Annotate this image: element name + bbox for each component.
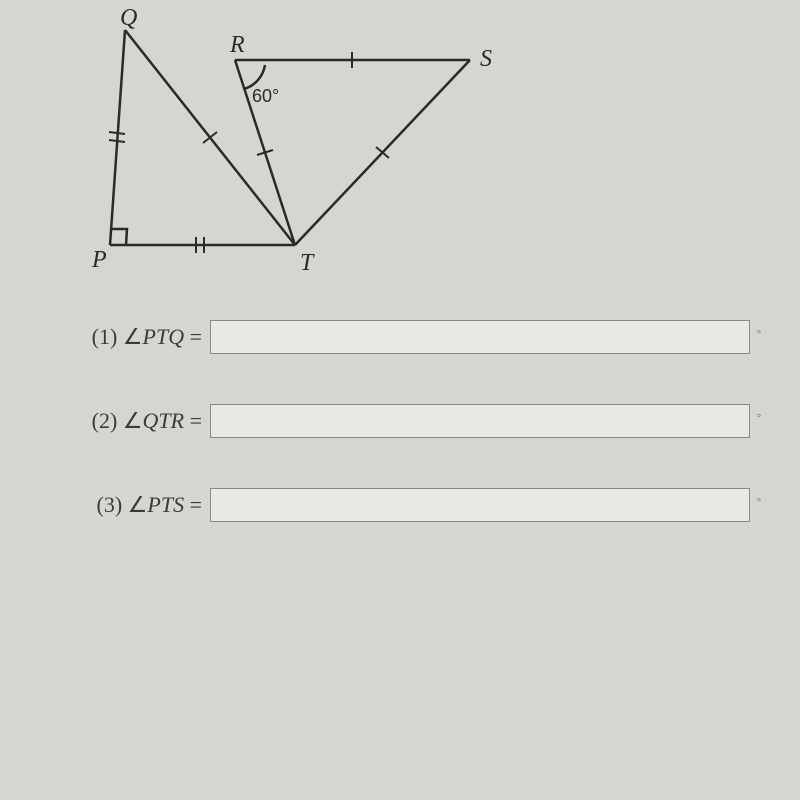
right-angle-marker [111,229,127,245]
vertex-S: S [480,46,492,72]
tick-QP-1 [109,132,125,134]
answer-input-3[interactable]: ° [210,488,750,522]
vertex-P: P [91,247,107,273]
angle-label-60: 60° [252,86,279,106]
answer-input-1[interactable]: ° [210,320,750,354]
geometry-diagram: 60° Q P R S T [70,10,490,280]
questions-container: (1) ∠PTQ = ° (2) ∠QTR = ° (3) ∠PTS = ° [60,320,760,572]
question-label-3: (3) ∠PTS = [60,492,210,518]
question-row-3: (3) ∠PTS = ° [60,488,760,522]
tick-QP-2 [109,140,125,142]
vertex-R: R [229,32,245,58]
diagram-svg: 60° Q P R S T [70,10,490,280]
answer-input-2[interactable]: ° [210,404,750,438]
vertex-T: T [300,250,315,276]
question-label-1: (1) ∠PTQ = [60,324,210,350]
question-label-2: (2) ∠QTR = [60,408,210,434]
vertex-Q: Q [120,5,137,31]
question-row-2: (2) ∠QTR = ° [60,404,760,438]
tick-QT [203,132,217,143]
edge-QP [110,30,125,245]
question-row-1: (1) ∠PTQ = ° [60,320,760,354]
